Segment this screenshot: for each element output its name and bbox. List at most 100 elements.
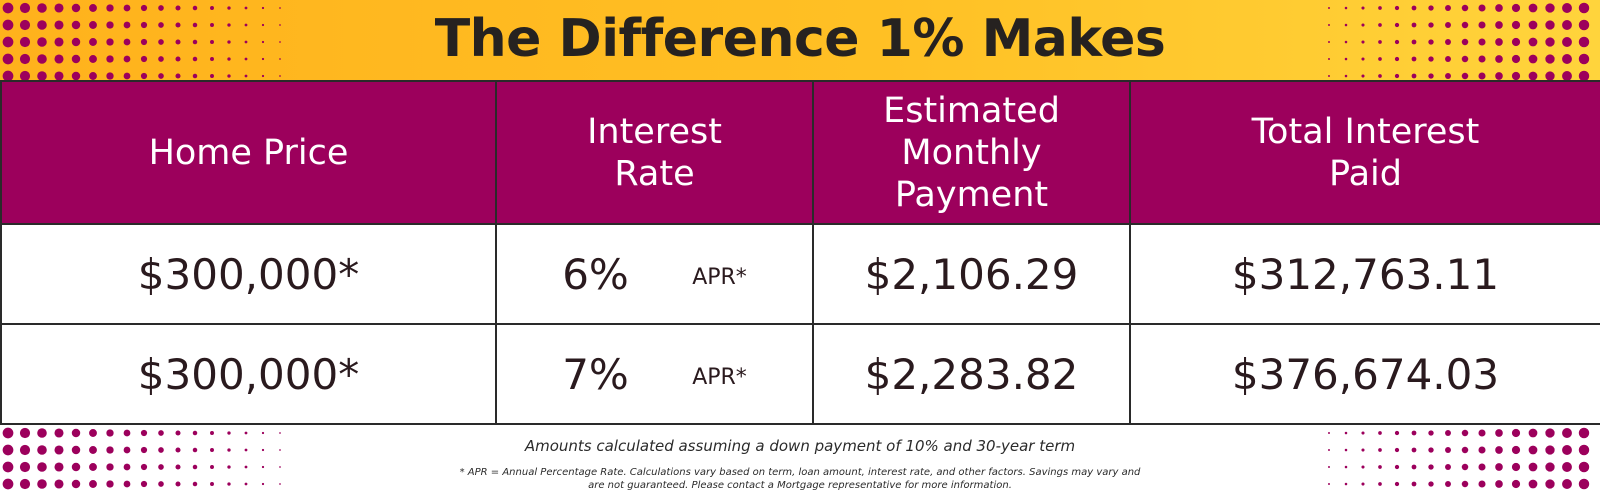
halftone-dot [71,37,81,47]
halftone-dot [37,445,47,455]
interest-rate-cell: 6% APR* [495,223,814,325]
halftone-dot [1394,464,1400,470]
halftone-dot [1428,22,1434,28]
halftone-dot [192,73,198,79]
halftone-dot [2,461,14,473]
halftone-dot [1461,446,1469,454]
apr-disclaimer: * APR = Annual Percentage Rate. Calculat… [459,467,1141,491]
halftone-dot [37,462,47,472]
halftone-dot [244,465,248,469]
halftone-dot [37,71,47,80]
halftone-dot [1394,56,1400,62]
halftone-dot [1378,448,1382,452]
halftone-dot [1428,464,1434,470]
halftone-dot [1528,428,1538,438]
page-title: The Difference 1% Makes [434,9,1166,69]
halftone-dot [1378,482,1382,486]
halftone-dot [175,464,181,470]
halftone-dot [279,466,281,468]
halftone-dot [140,429,148,437]
halftone-dot [123,38,131,46]
halftone-dot [19,427,31,439]
rate-value: 6% [562,249,629,299]
halftone-dot [1445,447,1451,453]
halftone-dot [1328,58,1330,60]
halftone-dot [1495,38,1503,46]
halftone-dot [71,3,81,13]
halftone-dot [1378,23,1382,27]
halftone-dot [1528,20,1538,30]
halftone-dot [158,447,164,453]
halftone-dot [227,6,231,10]
halftone-dots-decoration [2,427,281,490]
halftone-dot [1478,446,1486,454]
halftone-dot [19,2,31,14]
halftone-dot [1394,39,1400,45]
halftone-dot [37,54,47,64]
halftone-dot [1445,430,1451,436]
halftone-dot [210,465,214,469]
halftone-dot [1361,57,1365,61]
halftone-dot [37,3,47,13]
halftone-dot [1378,57,1382,61]
halftone-dot [37,20,47,30]
halftone-dot [1578,53,1590,65]
halftone-dot [1461,38,1469,46]
halftone-dot [227,431,231,435]
halftone-dot [1344,23,1348,27]
total-interest-cell: $312,763.11 [1129,223,1600,325]
halftone-dot [175,481,181,487]
halftone-dot [279,41,281,43]
halftone-dot [1528,479,1538,489]
halftone-dots-decoration [2,2,281,80]
halftone-dot [106,38,114,46]
halftone-dot [2,2,14,14]
halftone-dot [1361,465,1365,469]
halftone-dot [1361,23,1365,27]
halftone-dot [210,482,214,486]
halftone-dot [1344,448,1348,452]
halftone-dot [1562,54,1572,64]
halftone-dot [244,40,248,44]
halftone-dot [1378,465,1382,469]
halftone-dot [1328,483,1330,485]
table-header-row: Home Price Interest Rate Estimated Month… [0,80,1600,225]
halftone-dot [19,70,31,80]
halftone-dot [106,55,114,63]
halftone-dot [210,40,214,44]
halftone-dot [71,428,81,438]
halftone-dot [140,480,148,488]
halftone-dot [1528,71,1538,80]
header-interest-rate: Interest Rate [495,80,814,225]
halftone-dot [1511,20,1521,30]
halftone-dot [1445,481,1451,487]
halftone-dot [158,39,164,45]
halftone-dot [19,444,31,456]
halftone-dot [54,3,64,13]
halftone-dot [1411,5,1417,11]
halftone-dot [1428,481,1434,487]
halftone-dot [210,431,214,435]
halftone-dot [1344,465,1348,469]
halftone-dot [89,480,97,488]
apr-label: APR* [692,264,747,290]
halftone-dot [54,445,64,455]
halftone-dot [71,54,81,64]
halftone-dot [175,5,181,11]
halftone-dot [1495,480,1503,488]
halftone-dot [1428,447,1434,453]
halftone-dot [244,482,248,486]
halftone-dot [1562,37,1572,47]
halftone-dot [106,480,114,488]
halftone-dot [1545,428,1555,438]
monthly-payment-cell: $2,106.29 [812,223,1131,325]
halftone-dot [1328,449,1330,451]
interest-rate-cell: 7% APR* [495,323,814,425]
halftone-dot [227,40,231,44]
halftone-dot [1461,4,1469,12]
halftone-dot [1461,429,1469,437]
halftone-dot [2,444,14,456]
halftone-dot [192,22,198,28]
halftone-dot [106,4,114,12]
halftone-dot [244,57,248,61]
